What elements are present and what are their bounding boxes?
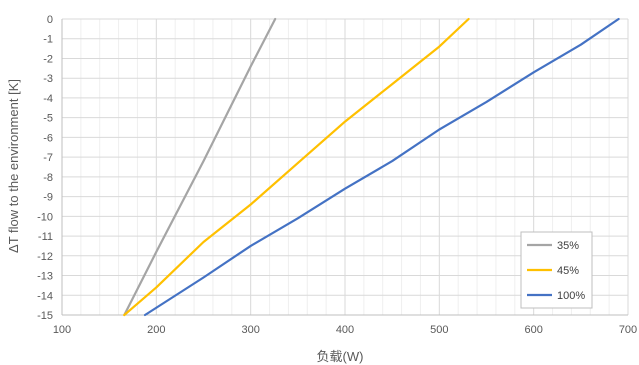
x-tick-label: 200 (147, 324, 165, 336)
legend: 35% 45% 100% (520, 231, 593, 309)
y-tick-label: -7 (43, 152, 53, 164)
axes (61, 19, 628, 316)
series-line-100% (143, 17, 620, 317)
y-tick-label: -12 (37, 251, 53, 263)
y-tick-label: -6 (43, 132, 53, 144)
series-line-45% (123, 17, 470, 317)
y-tick-label: -10 (37, 211, 53, 223)
legend-label: 35% (557, 240, 579, 252)
x-tick-label: 100 (53, 324, 71, 336)
y-tick-label: -14 (37, 290, 53, 302)
y-tick-label: -3 (43, 73, 53, 85)
legend-label: 100% (557, 290, 585, 302)
y-tick-label: -11 (38, 231, 53, 243)
y-tick-label: -4 (43, 93, 53, 105)
y-tick-label: -15 (37, 310, 53, 322)
x-tick-label: 600 (524, 324, 542, 336)
series-lines (123, 17, 620, 317)
legend-label: 45% (557, 265, 579, 277)
x-tick-labels: 100 200 300 400 500 600 700 (53, 324, 637, 336)
x-axis-title: 负载(W) (317, 349, 364, 364)
y-tick-label: -13 (37, 271, 53, 283)
y-tick-label: -5 (43, 113, 53, 125)
x-tick-label: 700 (619, 324, 637, 336)
y-tick-label: -2 (43, 53, 53, 65)
y-tick-labels: 0 -1 -2 -3 -4 -5 -6 -7 -8 -9 -10 -11 -12 -13 -14 -15 (37, 14, 53, 322)
series-line-35% (123, 17, 277, 317)
y-tick-label: 0 (47, 14, 53, 26)
x-tick-label: 400 (336, 324, 354, 336)
y-tick-label: -8 (43, 172, 53, 184)
y-tick-label: -1 (43, 34, 53, 46)
y-axis-title: ΔT flow to the environment [K] (6, 79, 21, 253)
x-tick-label: 300 (241, 324, 259, 336)
x-tick-label: 500 (430, 324, 448, 336)
y-tick-label: -9 (43, 192, 53, 204)
